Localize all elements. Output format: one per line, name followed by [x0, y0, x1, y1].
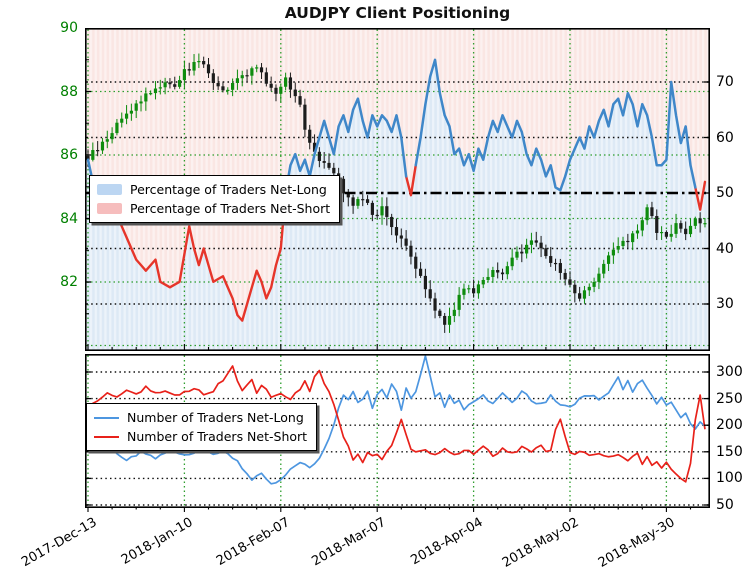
legend-percentage: Percentage of Traders Net-Long Percentag… — [89, 175, 341, 223]
date-tick-label: 2018-May-30 — [596, 515, 678, 571]
count-tick-label: 50 — [716, 497, 734, 513]
date-tick-label: 2018-Feb-07 — [213, 515, 293, 570]
legend-label: Number of Traders Net-Long — [127, 410, 304, 425]
net-long-patch-swatch — [97, 184, 122, 195]
price-tick-label: 88 — [60, 83, 78, 100]
percent-tick-label: 70 — [716, 74, 734, 90]
count-tick-label: 250 — [716, 390, 743, 407]
legend-item: Percentage of Traders Net-Short — [97, 199, 330, 218]
count-tick-label: 300 — [716, 364, 743, 380]
date-tick-label: 2018-Mar-07 — [309, 515, 389, 570]
percent-tick-label: 30 — [716, 296, 734, 312]
date-tick-label: 2018-May-02 — [499, 515, 582, 571]
date-tick-label: 2018-Apr-04 — [407, 515, 486, 569]
legend-label: Percentage of Traders Net-Long — [130, 182, 327, 197]
legend-item: Number of Traders Net-Long — [94, 408, 307, 427]
date-tick-label: 2018-Jan-10 — [119, 515, 196, 568]
net-short-line-swatch — [94, 435, 119, 438]
price-tick-label: 90 — [60, 20, 78, 36]
legend-label: Number of Traders Net-Short — [127, 429, 308, 444]
legend-item: Percentage of Traders Net-Long — [97, 180, 330, 199]
net-short-patch-swatch — [97, 203, 122, 214]
percent-tick-label: 60 — [716, 129, 734, 146]
price-tick-label: 86 — [60, 147, 78, 163]
count-tick-label: 150 — [716, 443, 743, 460]
legend-count: Number of Traders Net-Long Number of Tra… — [86, 403, 318, 451]
chart-title: AUDJPY Client Positioning — [284, 4, 511, 22]
price-tick-label: 84 — [60, 210, 78, 227]
percent-tick-label: 40 — [716, 240, 734, 257]
percent-tick-label: 50 — [716, 185, 734, 201]
date-tick-label: 2017-Dec-13 — [19, 515, 100, 571]
count-tick-label: 100 — [716, 470, 743, 487]
count-tick-label: 200 — [716, 417, 743, 434]
legend-item: Number of Traders Net-Short — [94, 427, 307, 446]
legend-label: Percentage of Traders Net-Short — [130, 201, 331, 216]
net-long-line-swatch — [94, 416, 119, 419]
price-tick-label: 82 — [60, 274, 78, 290]
trader-count-chart — [85, 354, 710, 512]
